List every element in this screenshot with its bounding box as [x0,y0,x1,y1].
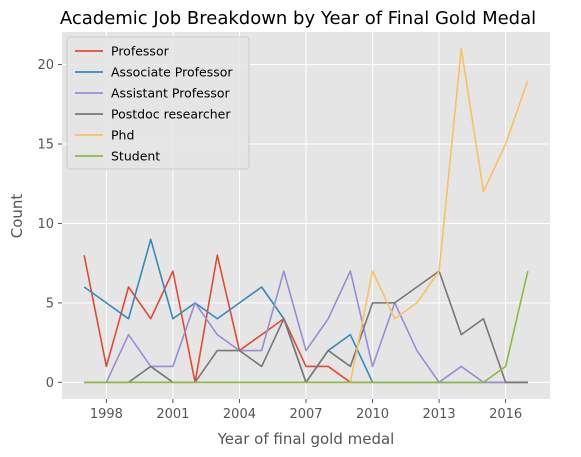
y-tick-label: 20 [37,58,54,73]
x-tick-label: 2016 [489,407,522,422]
legend-label: Student [111,149,160,164]
x-tick-label: 1998 [90,407,123,422]
x-tick-label: 2013 [423,407,456,422]
x-axis: 1998 2001 2004 2007 2010 2013 2016 [90,399,522,422]
x-tick-label: 2010 [356,407,389,422]
x-tick-label: 2001 [156,407,189,422]
y-axis: 0 5 10 15 20 [37,58,62,391]
legend: Professor Associate Professor Assistant Pr… [66,36,250,170]
legend-label: Assistant Professor [111,86,231,101]
legend-label: Postdoc researcher [111,107,231,122]
y-tick-label: 15 [37,138,54,153]
legend-label: Associate Professor [111,65,233,80]
y-tick-label: 0 [46,376,54,391]
y-axis-title: Count [8,194,26,239]
series-line-student [84,270,529,384]
legend-label: Professor [111,44,170,59]
y-tick-label: 10 [37,217,54,232]
legend-box [66,36,250,170]
x-tick-label: 2004 [223,407,256,422]
x-axis-title: Year of final gold medal [217,430,395,448]
chart-title: Academic Job Breakdown by Year of Final … [60,8,536,29]
y-tick-label: 5 [46,296,54,311]
x-tick-label: 2007 [289,407,322,422]
series-line-assistant-professor [84,270,528,384]
series-layer [83,47,529,384]
legend-label: Phd [111,128,134,143]
